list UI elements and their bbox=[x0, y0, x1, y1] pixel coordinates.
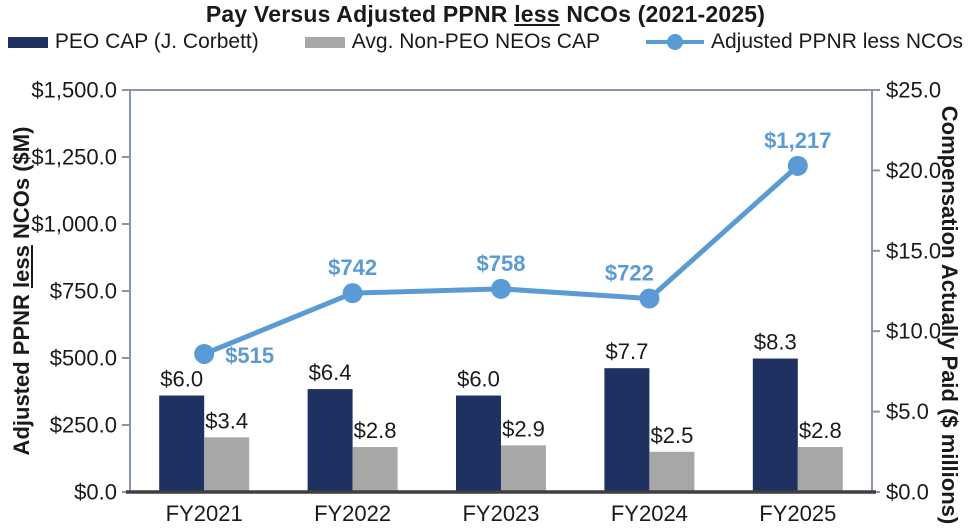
right-axis-tick-label: $15.0 bbox=[886, 238, 941, 263]
bar-value-label: $2.8 bbox=[799, 418, 842, 443]
line-value-label: $758 bbox=[477, 251, 526, 276]
legend-dot-icon bbox=[666, 34, 683, 50]
right-axis-tick-label: $20.0 bbox=[886, 158, 941, 183]
legend-item-adjusted-ppnr: Adjusted PPNR less NCOs bbox=[645, 30, 964, 54]
line-value-label: $742 bbox=[328, 255, 377, 280]
bar-value-label: $6.4 bbox=[309, 360, 352, 385]
chart-title: Pay Versus Adjusted PPNR less NCOs (2021… bbox=[0, 1, 971, 28]
left-axis-tick-label: $1,250.0 bbox=[31, 145, 117, 170]
non-peo-cap-swatch-icon bbox=[304, 36, 345, 48]
bar-peo-cap-FY2021 bbox=[159, 395, 205, 492]
bar-non-peo-cap-FY2022 bbox=[352, 446, 398, 492]
right-axis-tick-label: $10.0 bbox=[886, 319, 941, 344]
chart-title-suffix: NCOs (2021-2025) bbox=[559, 1, 766, 27]
line-value-label: $1,217 bbox=[764, 128, 831, 153]
bar-value-label: $2.5 bbox=[650, 423, 693, 448]
left-axis-tick-label: $750.0 bbox=[50, 279, 117, 304]
line-value-label: $722 bbox=[605, 261, 654, 286]
x-axis-category-label: FY2023 bbox=[462, 501, 539, 526]
left-axis-tick-label: $250.0 bbox=[50, 413, 117, 438]
line-value-label: $515 bbox=[225, 343, 274, 368]
bar-peo-cap-FY2023 bbox=[456, 395, 501, 492]
bar-value-label: $6.0 bbox=[457, 367, 500, 392]
legend-label-peo-cap: PEO CAP (J. Corbett) bbox=[54, 30, 259, 53]
line-marker-FY2021 bbox=[194, 343, 215, 364]
x-axis-category-label: FY2022 bbox=[314, 501, 391, 526]
legend-label-adjusted-ppnr: Adjusted PPNR less NCOs bbox=[710, 30, 964, 53]
right-axis-tick-label: $25.0 bbox=[886, 78, 941, 103]
bar-peo-cap-FY2025 bbox=[752, 358, 798, 492]
bar-value-label: $6.0 bbox=[160, 367, 203, 392]
bar-non-peo-cap-FY2025 bbox=[797, 446, 843, 492]
right-axis-tick-label: $0.0 bbox=[886, 480, 929, 505]
bar-value-label: $2.9 bbox=[502, 416, 545, 441]
x-axis-category-label: FY2024 bbox=[611, 501, 688, 526]
left-axis-tick-label: $500.0 bbox=[50, 346, 117, 371]
bar-non-peo-cap-FY2024 bbox=[649, 451, 695, 492]
bar-peo-cap-FY2024 bbox=[604, 368, 650, 492]
right-axis-tick-label: $5.0 bbox=[886, 399, 929, 424]
legend-label-non-peo-cap: Avg. Non-PEO NEOs CAP bbox=[351, 30, 600, 53]
chart-title-prefix: Pay Versus Adjusted PPNR bbox=[205, 1, 515, 27]
line-marker-FY2025 bbox=[787, 155, 808, 176]
line-marker-FY2022 bbox=[342, 283, 363, 304]
bar-peo-cap-FY2022 bbox=[307, 389, 353, 492]
line-marker-FY2023 bbox=[491, 278, 511, 299]
bar-value-label: $7.7 bbox=[605, 339, 648, 364]
left-axis-tick-label: $1,000.0 bbox=[31, 212, 117, 237]
x-axis-category-label: FY2025 bbox=[759, 501, 836, 526]
chart-title-underlined-word: less bbox=[514, 1, 560, 27]
left-axis-tick-label: $1,500.0 bbox=[31, 78, 117, 103]
bar-value-label: $2.8 bbox=[354, 418, 397, 443]
bar-value-label: $3.4 bbox=[205, 408, 248, 433]
line-marker-sample-icon bbox=[645, 34, 704, 50]
legend-item-non-peo-cap: Avg. Non-PEO NEOs CAP bbox=[304, 30, 600, 54]
chart-legend: PEO CAP (J. Corbett) Avg. Non-PEO NEOs C… bbox=[0, 30, 971, 54]
line-marker-FY2024 bbox=[639, 288, 660, 309]
x-axis-category-label: FY2021 bbox=[166, 501, 243, 526]
bar-non-peo-cap-FY2021 bbox=[204, 437, 250, 492]
bar-non-peo-cap-FY2023 bbox=[501, 445, 546, 492]
peo-cap-swatch-icon bbox=[7, 36, 48, 48]
legend-item-peo-cap: PEO CAP (J. Corbett) bbox=[7, 30, 259, 54]
left-axis-tick-label: $0.0 bbox=[74, 480, 117, 505]
bar-value-label: $8.3 bbox=[754, 330, 797, 355]
